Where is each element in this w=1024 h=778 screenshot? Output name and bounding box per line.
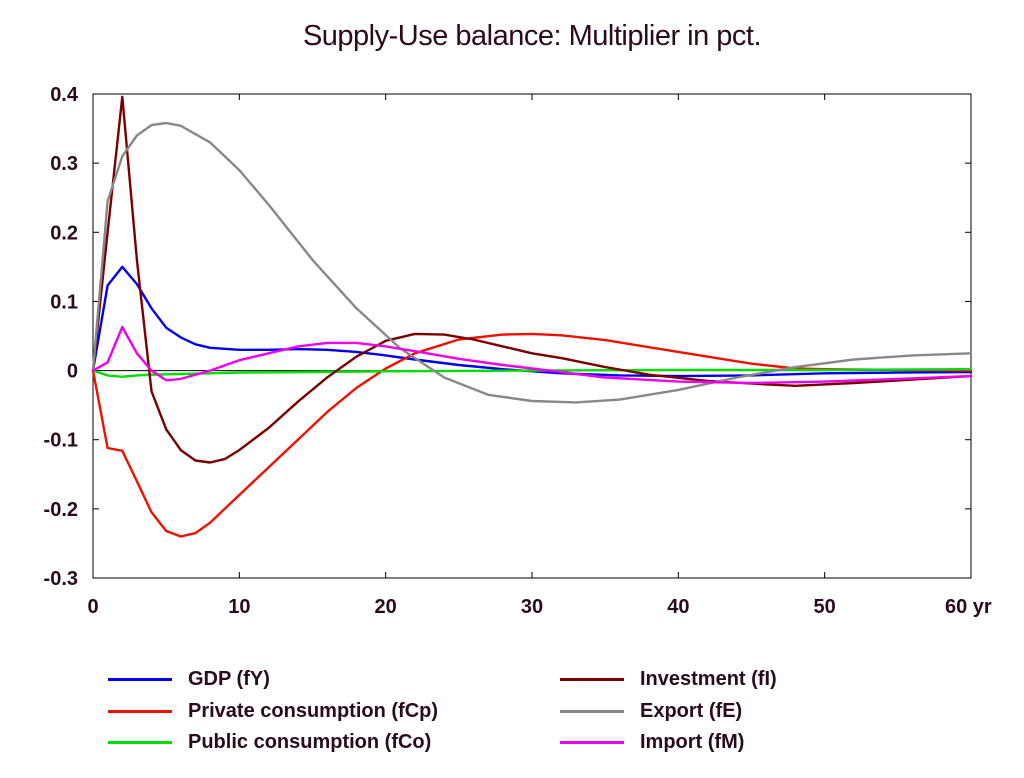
legend-item-private-consumption: Private consumption (fCp) <box>108 696 438 726</box>
legend-item-export: Export (fE) <box>560 696 742 726</box>
legend-swatch-gdp <box>108 677 172 681</box>
y-tick-label: -0.3 <box>44 568 78 590</box>
legend-label-gdp: GDP (fY) <box>188 667 270 690</box>
legend: GDP (fY) Private consumption (fCp) Publi… <box>0 664 1024 774</box>
x-tick-label: 30 <box>521 596 543 618</box>
series-line-export <box>91 121 973 404</box>
y-tick-label: 0.3 <box>50 153 78 175</box>
series-line-gdp <box>91 265 973 378</box>
chart-title: Supply-Use balance: Multiplier in pct. <box>302 20 762 52</box>
plot-frame <box>92 93 972 579</box>
x-tick-label: 10 <box>228 596 250 618</box>
y-tick-label: 0.4 <box>50 84 79 106</box>
y-tick-label: -0.2 <box>44 499 78 521</box>
legend-swatch-import <box>560 740 624 744</box>
legend-swatch-public-consumption <box>108 740 172 744</box>
x-tick-label: 50 <box>814 596 836 618</box>
legend-item-gdp: GDP (fY) <box>108 664 270 694</box>
y-tick-label: 0.1 <box>50 291 78 313</box>
y-tick-label: 0 <box>67 361 78 383</box>
legend-label-investment: Investment (fI) <box>640 667 777 690</box>
x-tick-label: 60 yr <box>945 596 992 618</box>
y-tick-label: 0.2 <box>50 222 78 244</box>
legend-item-import: Import (fM) <box>560 727 744 757</box>
legend-swatch-export <box>560 709 624 713</box>
legend-label-export: Export (fE) <box>640 699 743 722</box>
x-tick-label: 20 <box>375 596 397 618</box>
legend-label-private-consumption: Private consumption (fCp) <box>188 699 439 722</box>
legend-swatch-investment <box>560 677 624 681</box>
legend-label-import: Import (fM) <box>640 730 745 753</box>
series-line-private-consumption <box>91 332 973 538</box>
legend-item-public-consumption: Public consumption (fCo) <box>108 727 431 757</box>
y-tick-label: -0.1 <box>44 430 78 452</box>
legend-item-investment: Investment (fI) <box>560 664 777 694</box>
series-line-import <box>91 325 973 385</box>
legend-swatch-private-consumption <box>108 709 172 713</box>
legend-label-public-consumption: Public consumption (fCo) <box>188 730 432 753</box>
series-line-investment <box>91 95 973 464</box>
x-tick-label: 0 <box>87 596 98 618</box>
plot-area: 0.4 0.3 0.2 0.1 0 -0.1 -0.2 -0.3 0 10 20 30 40 50 60 y… <box>44 84 992 618</box>
series-line-public-consumption <box>91 368 973 378</box>
x-tick-label: 40 <box>667 596 689 618</box>
